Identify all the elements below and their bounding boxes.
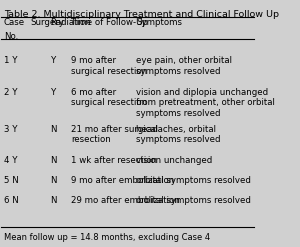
Text: headaches, orbital
symptoms resolved: headaches, orbital symptoms resolved bbox=[136, 125, 221, 144]
Text: 6 mo after
surgical resection: 6 mo after surgical resection bbox=[71, 88, 147, 107]
Text: Symptoms: Symptoms bbox=[136, 19, 182, 27]
Text: Radiation: Radiation bbox=[51, 19, 91, 27]
Text: 29 mo after embolization: 29 mo after embolization bbox=[71, 196, 179, 205]
Text: orbital symptoms resolved: orbital symptoms resolved bbox=[136, 176, 251, 185]
Text: N: N bbox=[51, 196, 57, 205]
Text: No.: No. bbox=[4, 32, 18, 41]
Text: N: N bbox=[51, 156, 57, 165]
Text: vision unchanged: vision unchanged bbox=[136, 156, 213, 165]
Text: Y: Y bbox=[51, 56, 56, 65]
Text: 1 wk after resection: 1 wk after resection bbox=[71, 156, 157, 165]
Text: 21 mo after surgical
resection: 21 mo after surgical resection bbox=[71, 125, 158, 144]
Text: 3 Y: 3 Y bbox=[4, 125, 17, 134]
Text: vision and diplopia unchanged
from pretreatment, other orbital
symptoms resolved: vision and diplopia unchanged from pretr… bbox=[136, 88, 275, 118]
Text: eye pain, other orbital
symptoms resolved: eye pain, other orbital symptoms resolve… bbox=[136, 56, 232, 76]
Text: 4 Y: 4 Y bbox=[4, 156, 17, 165]
Text: Case: Case bbox=[4, 19, 25, 27]
Text: 6 N: 6 N bbox=[4, 196, 19, 205]
Text: 9 mo after
surgical resection: 9 mo after surgical resection bbox=[71, 56, 147, 76]
Text: orbital symptoms resolved: orbital symptoms resolved bbox=[136, 196, 251, 205]
Text: 9 mo after embolization: 9 mo after embolization bbox=[71, 176, 174, 185]
Text: Table 2. Multidisciplinary Treatment and Clinical Follow Up: Table 2. Multidisciplinary Treatment and… bbox=[4, 10, 279, 19]
Text: N: N bbox=[51, 125, 57, 134]
Text: Y: Y bbox=[51, 88, 56, 97]
Text: 1 Y: 1 Y bbox=[4, 56, 17, 65]
Text: N: N bbox=[51, 176, 57, 185]
Text: Mean follow up = 14.8 months, excluding Case 4: Mean follow up = 14.8 months, excluding … bbox=[4, 233, 210, 242]
Text: 2 Y: 2 Y bbox=[4, 88, 17, 97]
Text: 5 N: 5 N bbox=[4, 176, 19, 185]
Text: Surgery: Surgery bbox=[30, 19, 64, 27]
Text: Time of Follow-Up: Time of Follow-Up bbox=[71, 19, 148, 27]
